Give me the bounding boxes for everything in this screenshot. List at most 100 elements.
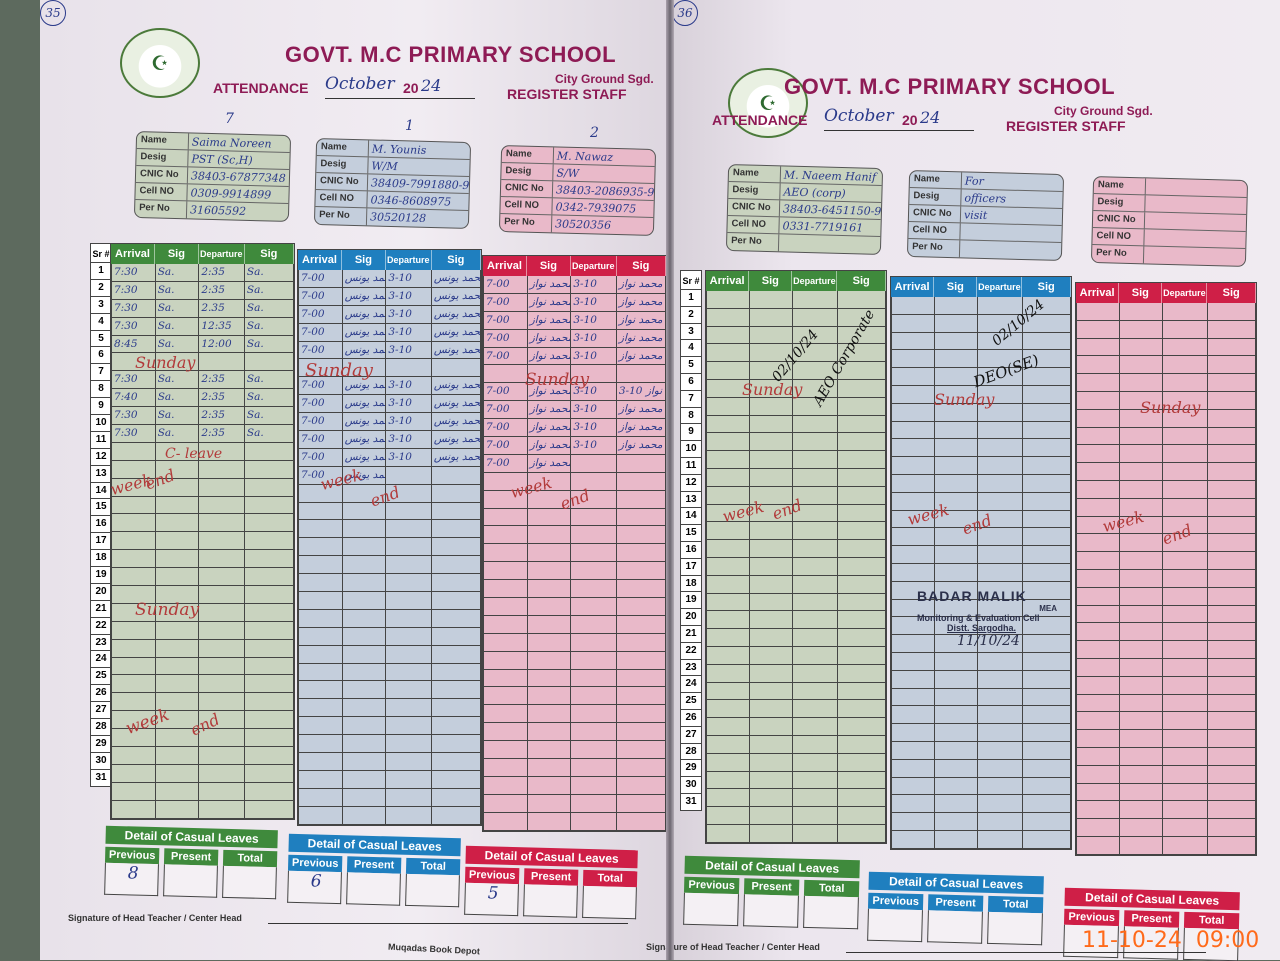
attendance-cell: [528, 615, 572, 633]
attendance-cell: [838, 540, 886, 557]
attendance-label: ATTENDANCE: [712, 112, 808, 128]
card-key-label: Cell NO: [500, 196, 553, 215]
page-number: 35: [40, 0, 66, 26]
attendance-cell: [892, 813, 935, 830]
attendance-cell: [156, 353, 200, 371]
attendance-row: [298, 770, 481, 789]
attendance-cell: [432, 699, 481, 717]
attendance-cell: [432, 681, 481, 699]
sunday-note: Sunday: [1140, 398, 1201, 417]
attendance-cell: [156, 675, 200, 693]
attendance-cell: [978, 385, 1023, 403]
attendance-cell: [199, 639, 245, 657]
attendance-cell: [156, 711, 200, 729]
attendance-cell: [750, 468, 793, 486]
attendance-cell: [1120, 801, 1163, 819]
attendance-row: [1076, 516, 1256, 535]
attendance-cell: [978, 368, 1023, 385]
attendance-cell: [484, 705, 528, 723]
attendance-cell: Sa.: [245, 264, 294, 281]
attendance-cell: [1120, 303, 1163, 320]
attendance-cell: [750, 718, 793, 735]
attendance-cell: Sa.: [156, 264, 200, 281]
attendance-cell: [707, 593, 750, 611]
attendance-row: [483, 651, 666, 670]
column-header-arrival: Arrival: [298, 250, 342, 270]
serial-number: 14: [680, 507, 702, 526]
attendance-cell: [199, 353, 245, 371]
attendance-row: [706, 397, 886, 416]
attendance-cell: [1077, 605, 1120, 623]
column-header-sig: Sig: [245, 244, 294, 264]
attendance-cell: محمد نواز: [617, 419, 666, 437]
attendance-cell: [793, 379, 838, 397]
attendance-cell: [1023, 474, 1071, 492]
attendance-row: [111, 568, 294, 587]
attendance-cell: [343, 592, 387, 609]
attendance-cell: [838, 682, 886, 700]
card-key-label: Desig: [728, 182, 781, 200]
attendance-cell: [978, 617, 1023, 635]
attendance-row: 7:30 Sa. 12:35 Sa.: [111, 317, 294, 336]
attendance-cell: [571, 490, 617, 508]
attendance-cell: [112, 782, 156, 800]
attendance-cell: [793, 735, 838, 753]
attendance-cell: [343, 770, 387, 788]
attendance-cell: [617, 687, 666, 705]
attendance-cell: [1163, 516, 1208, 534]
attendance-cell: [1077, 480, 1120, 498]
attendance-row: [111, 532, 294, 551]
card-row: Per No 31605592: [134, 199, 288, 221]
attendance-row: [891, 617, 1071, 636]
attendance-row: [483, 812, 666, 831]
attendance-cell: [1120, 658, 1163, 676]
table-header: Arrival Sig Departure Sig: [298, 250, 481, 270]
attendance-cell: [1023, 652, 1071, 670]
attendance-cell: [1077, 694, 1120, 712]
attendance-cell: [432, 806, 481, 824]
year-suffix: 24: [920, 108, 941, 127]
attendance-cell: [199, 800, 245, 818]
attendance-cell: [386, 770, 432, 788]
attendance-row: [111, 782, 294, 801]
leave-total-label: Total: [987, 895, 1044, 914]
attendance-cell: [793, 504, 838, 522]
attendance-cell: [617, 544, 666, 562]
stamp-department: Monitoring & Evaluation Cell: [917, 613, 1040, 623]
attendance-row: [706, 807, 886, 825]
attendance-cell: [1208, 836, 1256, 854]
attendance-cell: [245, 764, 294, 782]
attendance-cell: [528, 651, 572, 669]
attendance-cell: [978, 510, 1023, 528]
attendance-cell: [750, 771, 793, 789]
attendance-cell: [750, 753, 793, 771]
attendance-cell: [1077, 676, 1120, 694]
attendance-cell: [156, 782, 200, 800]
attendance-row: [1076, 480, 1256, 499]
card-mark: 7: [225, 111, 234, 127]
attendance-cell: [1023, 332, 1071, 350]
serial-number-column: Sr #1 2 3 4 5 6 7 8 9 10 11 12 13 14 15 16 17 18 19 20 21 22 2…: [680, 270, 702, 811]
attendance-cell: Sa.: [156, 317, 200, 335]
attendance-cell: 7-00: [299, 270, 343, 287]
attendance-cell: [1163, 427, 1208, 445]
attendance-cell: [750, 522, 793, 540]
stamp-district: Distt. Sargodha.: [947, 623, 1017, 633]
head-signature-line: [268, 923, 628, 924]
serial-number: 20: [90, 582, 112, 601]
card-row: Per No: [907, 238, 1061, 260]
attendance-cell: [707, 735, 750, 753]
leave-present: Present: [927, 894, 984, 944]
attendance-cell: 3-10: [386, 323, 432, 341]
attendance-cell: [935, 350, 978, 368]
attendance-cell: [1077, 374, 1120, 391]
serial-number: 15: [90, 498, 112, 517]
serial-header: Sr #: [90, 243, 112, 263]
serial-number: 24: [680, 675, 702, 694]
attendance-cell: [299, 806, 343, 824]
attendance-cell: محمد نواز: [617, 437, 666, 454]
attendance-cell: [707, 291, 750, 308]
attendance-cell: [1077, 552, 1120, 569]
table-header: Arrival Sig Departure Sig: [891, 277, 1071, 297]
attendance-cell: 7-00: [484, 311, 528, 329]
